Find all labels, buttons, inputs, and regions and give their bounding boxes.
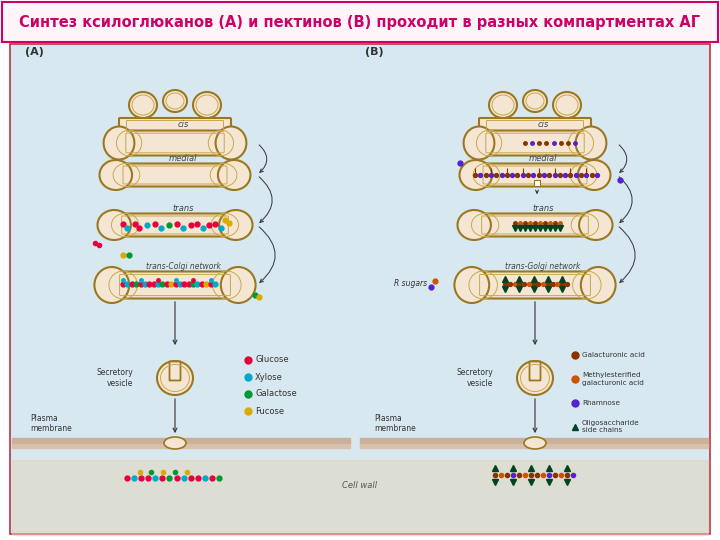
FancyBboxPatch shape [474,131,595,156]
Text: Secretory
vesicle: Secretory vesicle [456,368,493,388]
Text: Plasma
membrane: Plasma membrane [30,414,72,433]
Ellipse shape [578,160,611,190]
Ellipse shape [157,361,193,395]
FancyBboxPatch shape [169,361,181,381]
Text: trans-Colgi network: trans-Colgi network [145,262,220,271]
Ellipse shape [457,210,491,240]
Ellipse shape [129,92,157,118]
FancyBboxPatch shape [107,272,243,299]
Ellipse shape [523,90,547,112]
Text: Xylose: Xylose [255,373,283,381]
Text: Glucose: Glucose [255,355,289,364]
Text: (B): (B) [365,47,384,57]
Text: Galacturonic acid: Galacturonic acid [582,352,645,358]
Ellipse shape [581,267,616,303]
FancyBboxPatch shape [479,118,591,134]
Text: trans-Golgi network: trans-Golgi network [505,262,581,271]
Text: (A): (A) [25,47,44,57]
Ellipse shape [104,126,135,159]
Text: Galactose: Galactose [255,389,297,399]
Text: cis: cis [177,120,189,129]
Bar [2,2,718,42]
Ellipse shape [219,210,253,240]
FancyBboxPatch shape [469,213,600,237]
Text: Methylesterified
galacturonic acid: Methylesterified galacturonic acid [582,373,644,386]
FancyBboxPatch shape [112,164,238,186]
Ellipse shape [524,437,546,449]
Text: trans: trans [172,204,194,213]
Ellipse shape [464,126,495,159]
Text: Plasma
membrane: Plasma membrane [374,414,415,433]
Text: Rhamnose: Rhamnose [582,400,620,406]
Text: Cell wall: Cell wall [343,481,377,489]
FancyBboxPatch shape [119,118,231,134]
Text: Secretory
vesicle: Secretory vesicle [96,368,133,388]
Ellipse shape [454,267,489,303]
FancyBboxPatch shape [109,213,240,237]
Ellipse shape [221,267,256,303]
Ellipse shape [575,126,606,159]
FancyBboxPatch shape [472,164,598,186]
Ellipse shape [94,267,129,303]
Ellipse shape [218,160,251,190]
Ellipse shape [579,210,613,240]
Ellipse shape [164,437,186,449]
Text: trans: trans [532,204,554,213]
Text: cis: cis [537,120,549,129]
Ellipse shape [163,90,187,112]
Ellipse shape [459,160,492,190]
Ellipse shape [489,92,517,118]
Ellipse shape [215,126,246,159]
Text: medial: medial [528,154,557,163]
FancyBboxPatch shape [467,272,603,299]
FancyBboxPatch shape [114,131,235,156]
Text: R sugars: R sugars [394,280,427,288]
Ellipse shape [193,92,221,118]
FancyBboxPatch shape [529,361,541,381]
Text: medial: medial [168,154,197,163]
Text: Oligosaccharide
side chains: Oligosaccharide side chains [582,421,640,434]
Ellipse shape [517,361,553,395]
Ellipse shape [97,210,131,240]
Ellipse shape [553,92,581,118]
Ellipse shape [99,160,132,190]
Text: Синтез ксилоглюканов (А) и пектинов (В) проходит в разных компартментах АГ: Синтез ксилоглюканов (А) и пектинов (В) … [19,15,701,30]
Text: Fucose: Fucose [255,407,284,415]
